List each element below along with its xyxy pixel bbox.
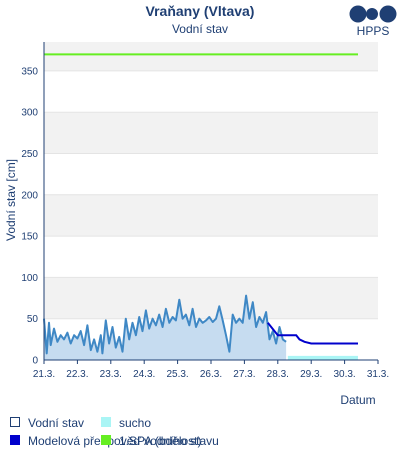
y-tick-label: 0	[32, 356, 38, 367]
y-tick-label: 300	[21, 108, 38, 119]
legend-swatch	[10, 435, 20, 445]
logo-circle-right	[379, 5, 397, 23]
y-tick-label: 150	[21, 232, 38, 243]
x-tick-label: 29.3.	[300, 369, 322, 380]
x-tick-label: 30.3.	[333, 369, 355, 380]
x-tick-label: 26.3.	[200, 369, 222, 380]
logo-text: HPPS	[357, 24, 390, 38]
grid-bands	[44, 42, 378, 361]
x-tick-label: 27.3.	[233, 369, 255, 380]
x-tick-label: 25.3.	[166, 369, 188, 380]
legend-label: 1.SPA (bdělost)	[119, 434, 202, 448]
legend-swatch-vodni-stav	[10, 417, 20, 427]
x-tick-label: 31.3.	[367, 369, 389, 380]
series-vodni-stav-line	[43, 294, 287, 355]
chart-subtitle: Vodní stav	[172, 22, 228, 36]
legend-label: Vodní stav	[28, 416, 84, 430]
series-forecast-line	[267, 322, 358, 345]
y-tick-label: 100	[21, 273, 38, 284]
x-tick-label: 23.3.	[100, 369, 122, 380]
x-axis-label: Datum	[340, 393, 375, 407]
plot-series	[43, 53, 358, 360]
grid-band	[44, 42, 378, 71]
logo-circle-left	[349, 5, 367, 23]
x-tick-label: 22.3.	[66, 369, 88, 380]
x-tick-label: 24.3.	[133, 369, 155, 380]
y-axis-label: Vodní stav [cm]	[4, 159, 18, 241]
hpps-logo: HPPS	[349, 5, 397, 38]
y-tick-label: 50	[27, 314, 39, 325]
axes: 0 50 100 150 200 250 300 350 21.3. 22.3. 23.3. 24.3…	[21, 42, 389, 380]
y-tick-label: 350	[21, 66, 38, 77]
legend-label: Modelová předpověď vodního stavu	[28, 434, 219, 448]
x-tick-label: 21.3.	[33, 369, 55, 380]
grid-band	[44, 194, 378, 237]
logo-circle-middle	[366, 8, 378, 20]
x-tick-label: 28.3.	[267, 369, 289, 380]
grid-band	[44, 277, 378, 319]
legend-swatch	[101, 435, 111, 445]
legend-swatch	[101, 417, 111, 427]
series-sucho	[287, 355, 358, 360]
legend-label: sucho	[119, 416, 151, 430]
grid-band	[44, 112, 378, 154]
series-vodni-stav-area	[44, 295, 287, 360]
y-tick-label: 250	[21, 149, 38, 160]
chart-title: Vraňany (Vltava)	[146, 3, 255, 19]
y-tick-label: 200	[21, 190, 38, 201]
legend: Vodní stav Modelová předpověď vodního sta…	[10, 416, 219, 448]
